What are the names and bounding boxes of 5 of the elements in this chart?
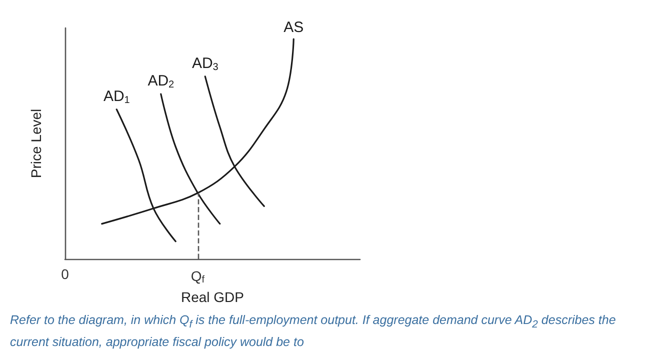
x-axis-title: Real GDP	[180, 288, 244, 305]
x-tick-label: 0	[61, 266, 70, 282]
text: Refer to the diagram, in which Q$_{f}$ is the full-employment output. If aggregate demand curve AD$_{2}$ describes the current situation, appropriate fiscal policy would be to	[10, 313, 616, 348]
series-label: AS	[284, 19, 304, 36]
y-axis-title: Price Level	[28, 108, 44, 178]
